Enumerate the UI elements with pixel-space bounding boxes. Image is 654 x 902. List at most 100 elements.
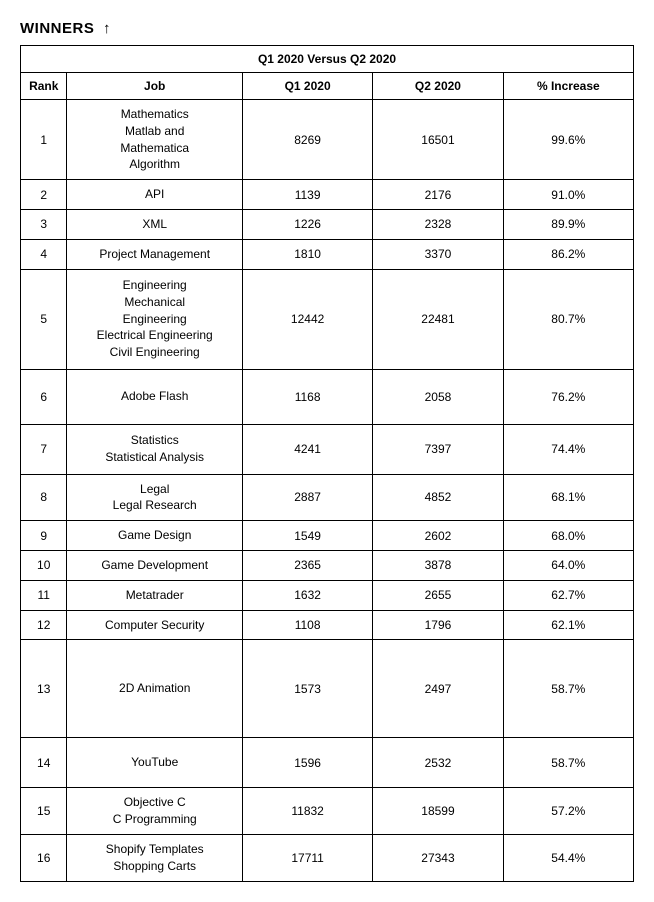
table-row: 4Project Management1810337086.2% [21,239,634,269]
cell-increase: 86.2% [503,239,633,269]
job-line: Statistical Analysis [75,449,233,466]
job-line: Mathematics [75,106,233,123]
cell-increase: 80.7% [503,269,633,369]
table-row: 9Game Design1549260268.0% [21,521,634,551]
cell-rank: 13 [21,640,67,738]
cell-job: API [67,180,242,210]
table-row: 10Game Development2365387864.0% [21,550,634,580]
table-row: 12Computer Security1108179662.1% [21,610,634,640]
col-header-inc: % Increase [503,73,633,100]
job-line: Electrical Engineering [75,327,233,344]
cell-q2: 4852 [373,474,503,521]
cell-job: 2D Animation [67,640,242,738]
cell-job: Computer Security [67,610,242,640]
job-line: Engineering [75,311,233,328]
cell-q1: 1168 [242,369,372,424]
cell-increase: 54.4% [503,834,633,881]
table-row: 3XML1226232889.9% [21,209,634,239]
cell-q2: 7397 [373,424,503,474]
table-row: 6Adobe Flash1168205876.2% [21,369,634,424]
cell-job: Objective CC Programming [67,788,242,835]
cell-increase: 64.0% [503,550,633,580]
cell-rank: 12 [21,610,67,640]
cell-job: Shopify TemplatesShopping Carts [67,834,242,881]
cell-q1: 1810 [242,239,372,269]
job-line: Metatrader [75,587,233,604]
cell-increase: 99.6% [503,100,633,180]
col-header-q1: Q1 2020 [242,73,372,100]
cell-q2: 2497 [373,640,503,738]
cell-increase: 68.1% [503,474,633,521]
cell-q1: 17711 [242,834,372,881]
cell-q2: 27343 [373,834,503,881]
page-title: WINNERS ↑ [20,20,634,37]
arrow-up-icon: ↑ [103,20,111,37]
cell-q2: 2655 [373,580,503,610]
cell-rank: 14 [21,738,67,788]
cell-job: YouTube [67,738,242,788]
job-line: Statistics [75,432,233,449]
title-text: WINNERS [20,20,94,37]
job-line: YouTube [75,754,233,771]
table-body: 1 MathematicsMatlab andMathematicaAlgorit… [21,100,634,882]
cell-q1: 4241 [242,424,372,474]
cell-increase: 91.0% [503,180,633,210]
table-row: 7StatisticsStatistical Analysis424173977… [21,424,634,474]
table-row: 1 MathematicsMatlab andMathematicaAlgorit… [21,100,634,180]
table-caption-row: Q1 2020 Versus Q2 2020 [21,46,634,73]
job-line: Game Development [75,557,233,574]
cell-rank: 7 [21,424,67,474]
cell-job: Game Development [67,550,242,580]
job-line: Legal [75,481,233,498]
job-line: Algorithm [75,156,233,173]
job-line: 2D Animation [75,680,233,697]
col-header-q2: Q2 2020 [373,73,503,100]
cell-q1: 12442 [242,269,372,369]
cell-rank: 4 [21,239,67,269]
cell-rank: 10 [21,550,67,580]
cell-rank: 8 [21,474,67,521]
cell-q2: 2176 [373,180,503,210]
job-line: Civil Engineering [75,344,233,361]
cell-q2: 2328 [373,209,503,239]
winners-table: Q1 2020 Versus Q2 2020 Rank Job Q1 2020 … [20,45,634,882]
job-line: XML [75,216,233,233]
table-row: 11Metatrader1632265562.7% [21,580,634,610]
table-row: 8LegalLegal Research2887485268.1% [21,474,634,521]
job-line: API [75,186,233,203]
cell-increase: 74.4% [503,424,633,474]
cell-rank: 1 [21,100,67,180]
cell-q2: 22481 [373,269,503,369]
cell-job: Game Design [67,521,242,551]
cell-q1: 1596 [242,738,372,788]
col-header-rank: Rank [21,73,67,100]
cell-rank: 9 [21,521,67,551]
cell-rank: 2 [21,180,67,210]
job-line: Mathematica [75,140,233,157]
cell-q1: 2365 [242,550,372,580]
cell-increase: 89.9% [503,209,633,239]
table-row: 16Shopify TemplatesShopping Carts1771127… [21,834,634,881]
job-line: Engineering [75,277,233,294]
cell-q1: 1549 [242,521,372,551]
cell-job: EngineeringMechanicalEngineeringElectric… [67,269,242,369]
table-row: 132D Animation1573249758.7% [21,640,634,738]
cell-rank: 11 [21,580,67,610]
cell-rank: 5 [21,269,67,369]
table-row: 14YouTube1596253258.7% [21,738,634,788]
cell-rank: 16 [21,834,67,881]
cell-q1: 1632 [242,580,372,610]
cell-increase: 62.1% [503,610,633,640]
cell-rank: 3 [21,209,67,239]
job-line: Matlab and [75,123,233,140]
table-caption: Q1 2020 Versus Q2 2020 [21,46,634,73]
cell-job: Project Management [67,239,242,269]
cell-q2: 3370 [373,239,503,269]
cell-job: Metatrader [67,580,242,610]
cell-job: StatisticsStatistical Analysis [67,424,242,474]
cell-q1: 11832 [242,788,372,835]
cell-q1: 1108 [242,610,372,640]
cell-q1: 8269 [242,100,372,180]
job-line: Game Design [75,527,233,544]
table-row: 5EngineeringMechanicalEngineeringElectri… [21,269,634,369]
